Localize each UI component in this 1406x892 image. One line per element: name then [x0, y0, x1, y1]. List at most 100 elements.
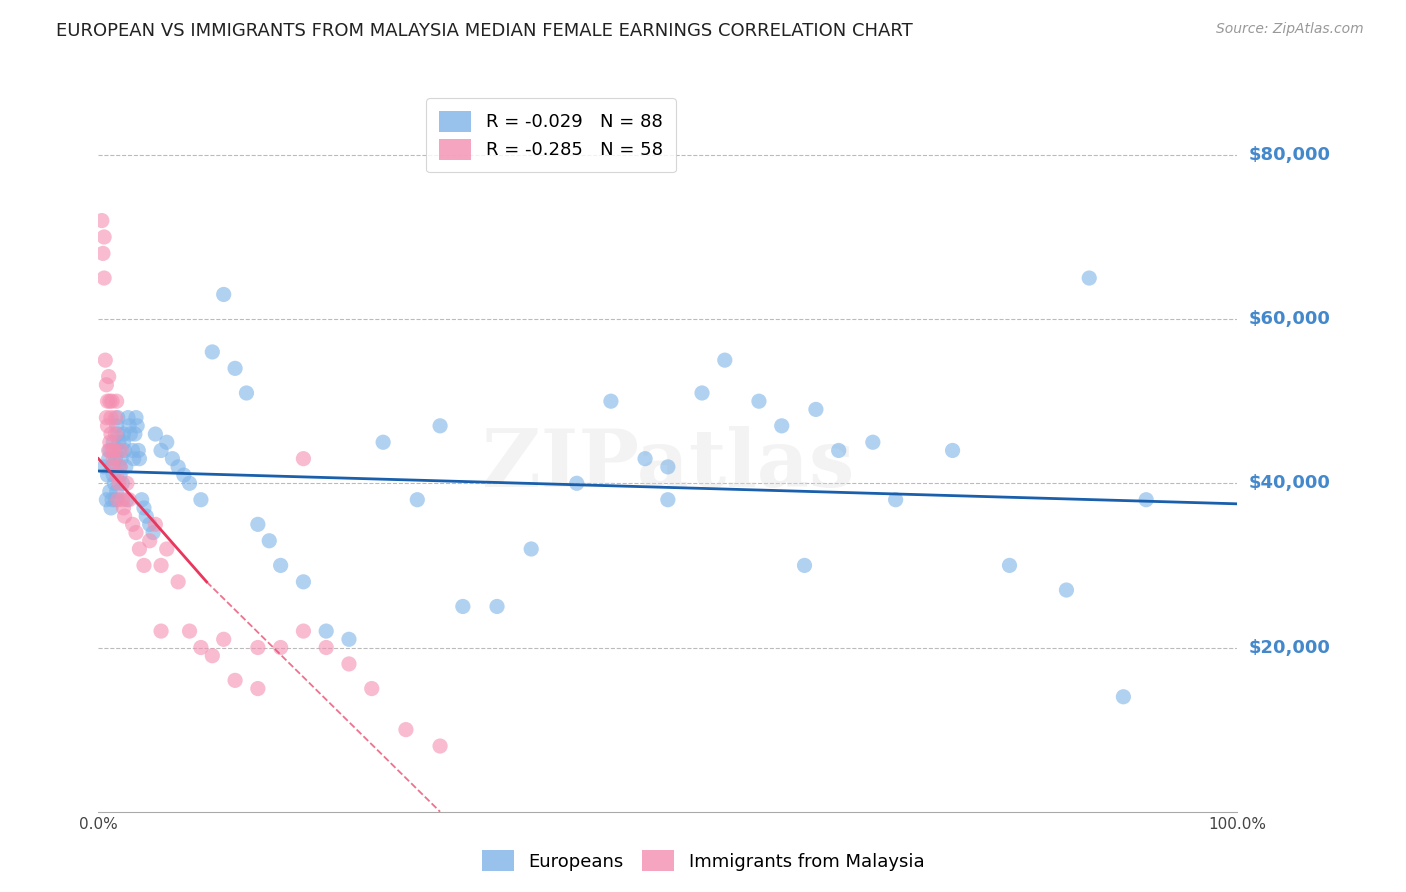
Point — [201, 345, 224, 359]
Point — [107, 427, 129, 442]
Point — [406, 492, 429, 507]
Point — [97, 443, 120, 458]
Point — [429, 418, 451, 433]
Point — [451, 599, 474, 614]
Text: $80,000: $80,000 — [1249, 146, 1330, 164]
Point — [124, 427, 146, 442]
Text: $60,000: $60,000 — [1249, 310, 1330, 328]
Point — [998, 558, 1021, 573]
Point — [167, 574, 190, 589]
Point — [201, 648, 224, 663]
Point — [224, 673, 246, 688]
Point — [127, 443, 149, 458]
Point — [107, 492, 129, 507]
Text: ZIPatlas: ZIPatlas — [482, 425, 853, 504]
Point — [96, 418, 118, 433]
Point — [138, 533, 160, 548]
Point — [104, 427, 127, 442]
Point — [132, 558, 155, 573]
Point — [100, 500, 122, 515]
Point — [131, 492, 153, 507]
Point — [486, 599, 509, 614]
Point — [173, 468, 195, 483]
Point — [96, 394, 118, 409]
Point — [520, 541, 543, 556]
Point — [235, 386, 257, 401]
Point — [315, 624, 337, 639]
Point — [97, 451, 120, 466]
Point — [108, 476, 131, 491]
Point — [100, 427, 122, 442]
Point — [108, 459, 131, 474]
Point — [111, 492, 134, 507]
Point — [337, 657, 360, 671]
Point — [135, 509, 157, 524]
Point — [1078, 271, 1101, 285]
Point — [111, 476, 134, 491]
Point — [224, 361, 246, 376]
Point — [103, 459, 125, 474]
Point — [98, 443, 121, 458]
Point — [104, 492, 127, 507]
Point — [145, 517, 167, 532]
Point — [125, 525, 148, 540]
Point — [371, 435, 394, 450]
Point — [103, 435, 125, 450]
Point — [100, 410, 122, 425]
Point — [108, 459, 131, 474]
Point — [212, 632, 235, 647]
Point — [98, 484, 121, 499]
Point — [145, 427, 167, 442]
Point — [96, 410, 118, 425]
Point — [128, 541, 150, 556]
Point — [190, 640, 212, 655]
Point — [828, 443, 851, 458]
Point — [429, 739, 451, 753]
Point — [103, 443, 125, 458]
Point — [118, 418, 141, 433]
Point — [104, 410, 127, 425]
Point — [112, 435, 135, 450]
Point — [1054, 582, 1078, 597]
Point — [246, 517, 269, 532]
Point — [90, 213, 112, 227]
Point — [246, 681, 269, 696]
Point — [657, 459, 679, 474]
Point — [105, 468, 128, 483]
Point — [96, 492, 118, 507]
Point — [120, 427, 142, 442]
Point — [101, 443, 124, 458]
Point — [115, 492, 138, 507]
Point — [793, 558, 815, 573]
Point — [337, 632, 360, 647]
Point — [117, 410, 139, 425]
Point — [98, 435, 121, 450]
Point — [121, 517, 143, 532]
Point — [101, 394, 124, 409]
Point — [93, 230, 115, 244]
Point — [105, 394, 128, 409]
Point — [96, 377, 118, 392]
Legend: Europeans, Immigrants from Malaysia: Europeans, Immigrants from Malaysia — [474, 843, 932, 879]
Point — [292, 624, 315, 639]
Point — [634, 451, 657, 466]
Point — [96, 468, 118, 483]
Text: $40,000: $40,000 — [1249, 475, 1330, 492]
Point — [150, 558, 173, 573]
Point — [1135, 492, 1157, 507]
Point — [93, 459, 115, 474]
Point — [128, 451, 150, 466]
Point — [132, 500, 155, 515]
Text: $20,000: $20,000 — [1249, 639, 1330, 657]
Point — [212, 287, 235, 301]
Point — [690, 386, 713, 401]
Point — [108, 443, 131, 458]
Point — [162, 451, 184, 466]
Point — [395, 723, 418, 737]
Point — [862, 435, 884, 450]
Point — [91, 246, 114, 260]
Point — [138, 517, 160, 532]
Point — [97, 369, 120, 384]
Point — [112, 500, 135, 515]
Text: Source: ZipAtlas.com: Source: ZipAtlas.com — [1216, 22, 1364, 37]
